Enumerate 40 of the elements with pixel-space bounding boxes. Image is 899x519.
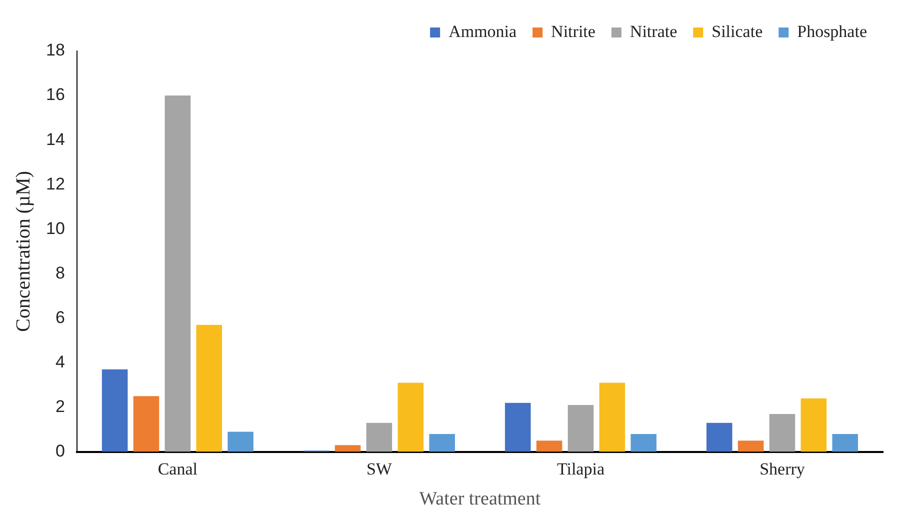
bar [164, 96, 191, 452]
bar [738, 440, 764, 452]
y-tick-label: 8 [55, 263, 65, 282]
x-axis-title: Water treatment [419, 488, 542, 510]
x-tick-label: Canal [158, 459, 198, 478]
bar [334, 445, 361, 452]
bar [196, 324, 222, 452]
legend-label: Nitrite [551, 22, 596, 41]
y-tick-label: 2 [55, 396, 65, 416]
bar [366, 422, 392, 452]
bar [133, 396, 160, 452]
bar [630, 434, 656, 452]
y-tick-label: 12 [46, 174, 65, 194]
x-tick-label: Tilapia [556, 459, 605, 478]
bar [599, 382, 626, 452]
bar [769, 414, 796, 452]
bar [398, 382, 424, 452]
y-tick-label: 6 [55, 308, 65, 327]
y-tick-label: 4 [55, 352, 65, 372]
y-tick-label: 0 [55, 441, 65, 460]
y-tick-label: 14 [46, 130, 65, 149]
legend-label: Nitrate [630, 22, 678, 41]
bar [536, 440, 562, 452]
y-tick-label: 18 [46, 40, 65, 60]
bar [504, 402, 531, 452]
x-tick-label: Sherry [760, 459, 806, 478]
legend-label: Phosphate [797, 22, 868, 41]
legend-label: Ammonia [448, 22, 518, 41]
x-tick-label: SW [366, 459, 393, 478]
y-axis-title: Concentration (µM) [12, 170, 34, 332]
legend-label: Silicate [712, 22, 763, 41]
bar [102, 369, 128, 452]
bar [706, 422, 732, 452]
bar [800, 398, 827, 452]
y-tick-label: 16 [46, 85, 65, 104]
bar [568, 405, 594, 452]
y-tick-label: 10 [46, 218, 65, 238]
bar [429, 434, 455, 452]
bar [832, 434, 858, 452]
bar [228, 432, 254, 452]
